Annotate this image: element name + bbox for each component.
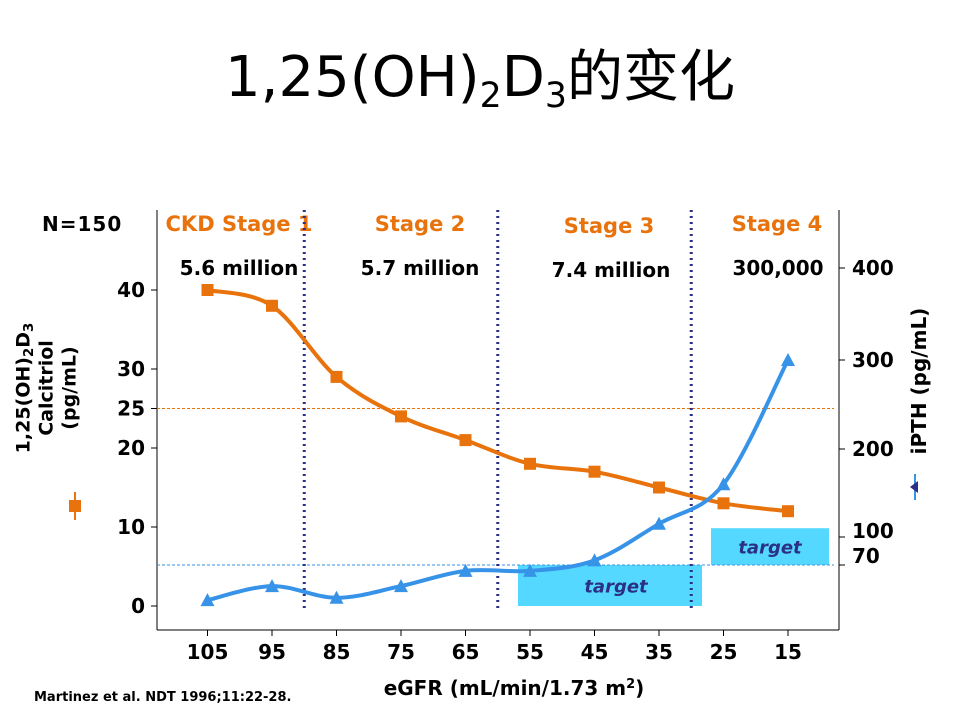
stage-population-2: 5.7 million xyxy=(360,256,480,280)
left-tick-label-4: 30 xyxy=(117,357,145,381)
ipth-line xyxy=(207,359,790,603)
ipth-point-2 xyxy=(329,590,344,604)
ipth-point-8 xyxy=(716,477,731,491)
left-tick-label-5: 40 xyxy=(117,278,145,302)
right-tick-label-3: 300 xyxy=(852,348,894,372)
target-region-2 xyxy=(711,528,829,565)
ipth-legend-marker xyxy=(910,481,918,493)
calcitriol-point-5 xyxy=(524,457,536,470)
ipth-point-0 xyxy=(200,593,215,607)
calcitriol-point-7 xyxy=(653,481,665,494)
right-tick-label-0: 70 xyxy=(852,544,880,568)
calcitriol-point-1 xyxy=(266,299,278,312)
x-tick-label-7: 35 xyxy=(645,640,673,664)
calcitriol-point-0 xyxy=(201,284,214,296)
x-tick-label-4: 65 xyxy=(452,640,480,664)
left-tick-label-0: 0 xyxy=(131,594,145,618)
calcitriol-point-2 xyxy=(330,370,343,383)
ipth-point-3 xyxy=(394,579,408,593)
right-tick-label-4: 400 xyxy=(852,256,894,280)
target-region-1 xyxy=(518,565,702,606)
target-label-2: target xyxy=(738,538,803,559)
left-tick-label-2: 20 xyxy=(117,436,145,460)
ipth-point-1 xyxy=(265,579,279,593)
stage-label-2: Stage 2 xyxy=(374,212,466,236)
ipth-point-7 xyxy=(652,516,666,530)
stage-label-3: Stage 3 xyxy=(563,214,655,238)
x-tick-label-5: 55 xyxy=(516,640,544,664)
stage-population-4: 300,000 xyxy=(732,256,824,280)
x-tick-label-0: 105 xyxy=(187,640,229,664)
calcitriol-line xyxy=(207,288,789,514)
stage-population-3: 7.4 million xyxy=(551,258,671,282)
sample-size-label: N=150 xyxy=(42,212,123,236)
ipth-point-6 xyxy=(587,553,602,567)
x-tick-label-8: 25 xyxy=(710,640,738,664)
calcitriol-point-9 xyxy=(782,505,794,518)
stage-label-1: CKD Stage 1 xyxy=(165,212,313,236)
x-axis-label: eGFR (mL/min/1.73 m2) xyxy=(383,676,645,700)
ipth-point-5 xyxy=(523,563,537,577)
x-tick-label-2: 85 xyxy=(323,640,351,664)
calcitriol-point-3 xyxy=(395,410,407,423)
calcitriol-legend-marker xyxy=(69,500,81,512)
left-tick-label-3: 25 xyxy=(117,397,145,421)
right-tick-label-2: 200 xyxy=(852,437,894,461)
right-tick-label-1: 100 xyxy=(852,519,894,543)
stage-population-1: 5.6 million xyxy=(179,256,299,280)
calcitriol-point-8 xyxy=(717,497,730,510)
calcitriol-point-4 xyxy=(459,434,472,447)
citation: Martinez et al. NDT 1996;11:22-28. xyxy=(34,690,292,705)
x-tick-label-6: 45 xyxy=(581,640,609,664)
x-tick-label-3: 75 xyxy=(387,640,415,664)
x-tick-label-1: 95 xyxy=(258,640,286,664)
ipth-point-4 xyxy=(458,563,473,577)
ipth-point-9 xyxy=(781,353,795,366)
slide-title: 1,25(OH)2D3的变化 xyxy=(225,45,735,117)
calcitriol-point-6 xyxy=(588,465,601,478)
x-tick-label-9: 15 xyxy=(774,640,802,664)
target-label-1: target xyxy=(584,577,649,598)
left-tick-label-1: 10 xyxy=(117,515,145,539)
stage-label-4: Stage 4 xyxy=(731,212,823,236)
